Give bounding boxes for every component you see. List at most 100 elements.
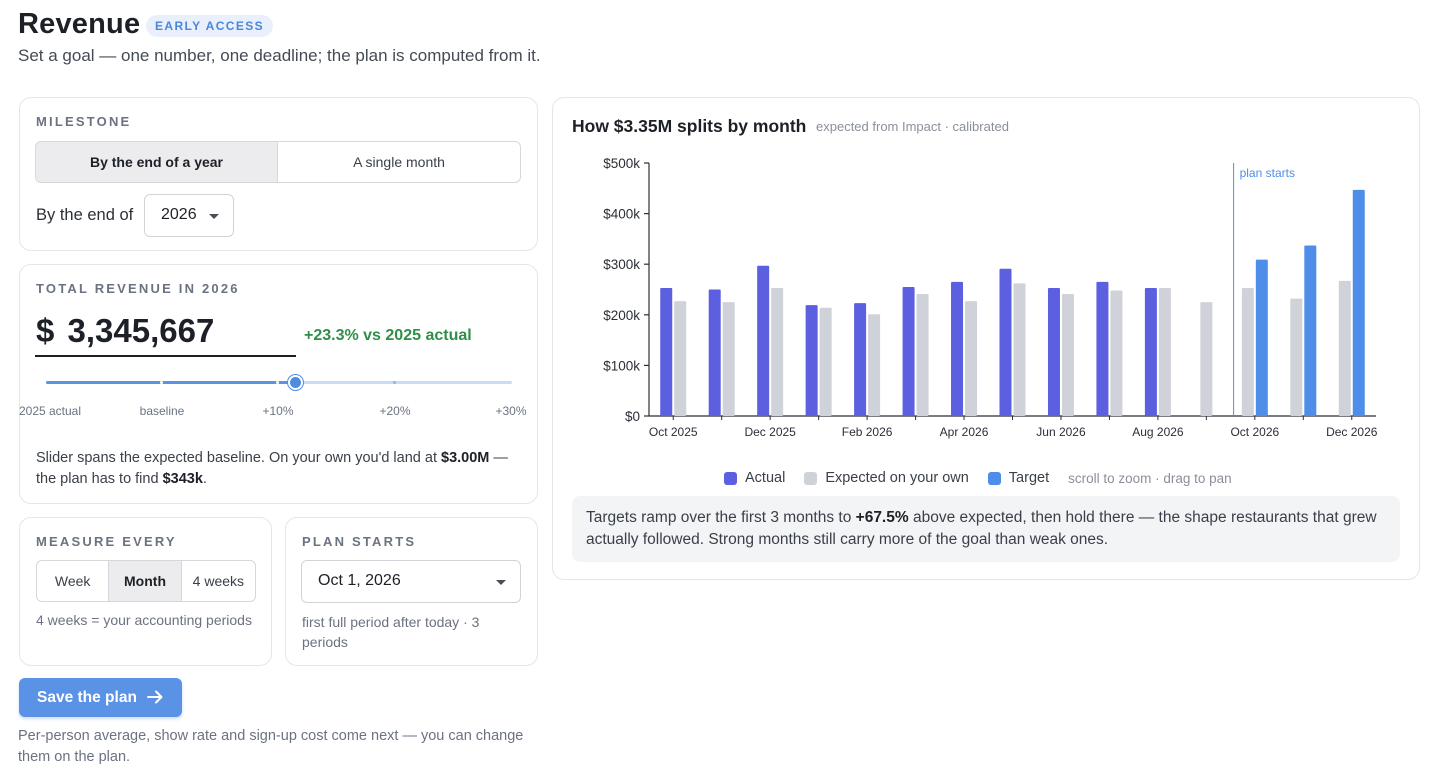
bar-actual — [902, 286, 915, 416]
bar-expected-on-your-own — [1241, 287, 1254, 416]
bar-expected-on-your-own — [1338, 280, 1351, 416]
revenue-amount-value: 3,345,667 — [67, 312, 215, 349]
amount-underline — [35, 355, 296, 357]
bar-expected-on-your-own — [1061, 294, 1074, 416]
y-tick-label: $0 — [625, 409, 640, 424]
bar-target — [1304, 245, 1317, 416]
bar-expected-on-your-own — [674, 301, 687, 416]
bar-expected-on-your-own — [1013, 283, 1026, 416]
slider-tick — [276, 381, 279, 384]
plan-start-value: Oct 1, 2026 — [318, 572, 401, 589]
bar-actual — [1144, 287, 1157, 416]
chart-title: How $3.35M splits by month — [572, 116, 807, 136]
slider-tick-label: 2025 actual — [18, 404, 82, 418]
y-tick-label: $500k — [603, 156, 640, 171]
chart-subtitle: expected from Impact · calibrated — [816, 119, 1009, 134]
delta-vs-last-year: +23.3% vs 2025 actual — [304, 327, 472, 344]
legend-item-target[interactable]: Target — [987, 470, 1049, 486]
slider-tick-label: +10% — [262, 404, 294, 418]
page-subtitle: Set a goal — one number, one deadline; t… — [18, 46, 541, 65]
measure-label: MEASURE EVERY — [36, 534, 177, 549]
bar-expected-on-your-own — [1290, 298, 1303, 416]
bar-target — [1352, 189, 1365, 416]
revenue-bar-chart[interactable]: $0 $100k $200k $300k $400k $500k Oct 2025 Dec 2… — [552, 145, 1420, 465]
x-tick-label: Oct 2026 — [1230, 425, 1279, 439]
goal-slider-thumb[interactable] — [288, 375, 303, 390]
year-select-value: 2026 — [161, 206, 197, 223]
chevron-down-icon — [209, 214, 219, 219]
currency-symbol: $ — [36, 312, 55, 349]
milestone-option-month[interactable]: A single month — [353, 154, 445, 170]
bar-expected-on-your-own — [1110, 290, 1123, 416]
gap-value: $343k — [162, 471, 203, 487]
bar-expected-on-your-own — [771, 287, 784, 416]
goal-slider-fill — [46, 381, 295, 384]
bar-target — [1255, 259, 1268, 416]
slider-tick-label: +20% — [379, 404, 411, 418]
x-tick-label: Aug 2026 — [1132, 425, 1184, 439]
bar-actual — [1047, 287, 1060, 416]
x-tick-label: Dec 2025 — [744, 425, 796, 439]
bar-actual — [854, 303, 867, 416]
bar-actual — [1096, 281, 1109, 416]
measure-toggle: Week Month 4 weeks — [36, 560, 256, 602]
year-select[interactable]: 2026 — [144, 194, 234, 237]
plan-start-hint: first full period after today · 3 period… — [302, 614, 480, 650]
bar-expected-on-your-own — [1158, 287, 1171, 416]
measure-option-month[interactable]: Month — [109, 561, 182, 601]
legend-item-expected[interactable]: Expected on your own — [804, 470, 969, 486]
plan-starts-label: PLAN STARTS — [302, 534, 417, 549]
bar-expected-on-your-own — [868, 314, 881, 416]
legend-swatch — [804, 471, 818, 485]
early-access-badge: EARLY ACCESS — [146, 15, 274, 37]
legend-item-actual[interactable]: Actual — [724, 470, 785, 486]
page-title: Revenue — [18, 8, 141, 40]
chart-zoom-hint: scroll to zoom · drag to pan — [1068, 470, 1232, 486]
bar-actual — [999, 268, 1012, 416]
measure-hint: 4 weeks = your accounting periods — [36, 612, 252, 628]
slider-tick-label: baseline — [139, 404, 185, 418]
x-tick-label: Feb 2026 — [842, 425, 893, 439]
y-tick-label: $400k — [603, 207, 640, 222]
milestone-toggle: By the end of a year A single month — [35, 141, 521, 183]
legend-swatch — [987, 471, 1001, 485]
legend-swatch — [724, 471, 737, 485]
total-revenue-label: TOTAL REVENUE IN 2026 — [36, 281, 240, 296]
total-revenue-card — [19, 264, 538, 504]
save-plan-label: Save the plan — [37, 688, 137, 706]
bar-expected-on-your-own — [722, 302, 735, 416]
y-tick-label: $200k — [603, 308, 640, 323]
by-end-of-label: By the end of — [36, 206, 134, 224]
x-tick-label: Dec 2026 — [1326, 425, 1378, 439]
x-tick-label: Jun 2026 — [1036, 425, 1086, 439]
slider-explanation: Slider spans the expected baseline. On y… — [36, 450, 508, 487]
bar-actual — [951, 281, 964, 416]
bar-expected-on-your-own — [916, 294, 929, 416]
chart-legend: Actual Expected on your own Target scrol… — [724, 470, 1232, 486]
bar-expected-on-your-own — [819, 307, 832, 416]
own-landing-value: $3.00M — [441, 450, 490, 466]
save-footnote: Per-person average, show rate and sign-u… — [18, 728, 524, 765]
bar-expected-on-your-own — [1200, 302, 1213, 416]
measure-option-4-weeks[interactable]: 4 weeks — [192, 573, 245, 589]
measure-card — [19, 517, 272, 666]
milestone-label: MILESTONE — [36, 114, 132, 129]
arrow-right-icon — [147, 690, 163, 704]
milestone-option-year[interactable]: By the end of a year — [36, 142, 278, 182]
save-plan-button[interactable]: Save the plan — [19, 678, 182, 717]
revenue-amount-input[interactable]: $ 3,345,667 — [36, 312, 214, 350]
bar-actual — [660, 287, 673, 416]
slider-tick — [160, 381, 163, 384]
bar-actual — [708, 289, 721, 416]
x-tick-label: Oct 2025 — [649, 425, 698, 439]
slider-tick-label: +30% — [495, 404, 527, 418]
slider-tick — [393, 381, 396, 384]
measure-option-week[interactable]: Week — [37, 561, 110, 601]
y-tick-label: $100k — [603, 358, 640, 373]
bar-actual — [757, 265, 770, 416]
ramp-percent: +67.5% — [855, 509, 909, 526]
bar-actual — [805, 305, 818, 416]
plan-start-select[interactable]: Oct 1, 2026 — [301, 560, 521, 603]
chevron-down-icon — [496, 580, 506, 585]
chart-callout: Targets ramp over the first 3 months to … — [572, 496, 1400, 562]
